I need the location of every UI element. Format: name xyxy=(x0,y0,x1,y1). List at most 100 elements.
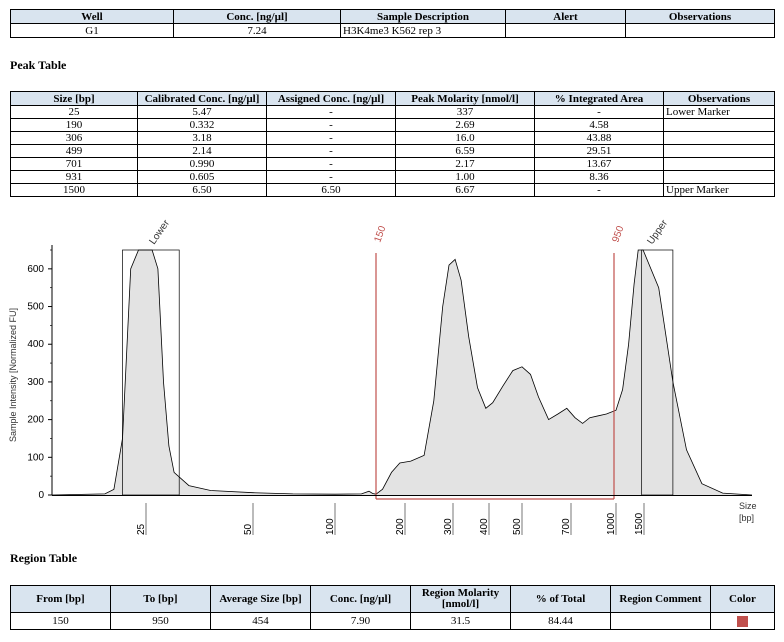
trace-line xyxy=(51,249,753,496)
peak-table-cell: 701 xyxy=(10,157,138,171)
peak-table-body: 25 5.47-337- Lower Marker 190 0.332-2.69 4.58… xyxy=(10,105,775,197)
x-tick-label: 400 xyxy=(479,518,490,535)
peak-table-row: 25 5.47-337- Lower Marker xyxy=(10,105,775,119)
peak-table-cell: Lower Marker xyxy=(663,105,775,119)
peak-table-cell: 6.50 xyxy=(266,183,396,197)
peak-table-cell: 4.58 xyxy=(534,118,664,132)
peak-table-cell: - xyxy=(534,183,664,197)
peak-table-cell: 13.67 xyxy=(534,157,664,171)
well-value: G1 xyxy=(10,23,174,38)
peak-table-cell: 8.36 xyxy=(534,170,664,184)
peak-table-cell: 190 xyxy=(10,118,138,132)
region-color-cell xyxy=(710,612,775,630)
region-percent-total-value: 84.44 xyxy=(510,612,611,630)
peak-table-cell: 6.67 xyxy=(395,183,535,197)
header-region-molarity: Region Molarity [nmol/l] xyxy=(410,585,511,613)
region-table-header: From [bp] To [bp] Average Size [bp] Conc… xyxy=(10,585,775,613)
peak-table-cell: 16.0 xyxy=(395,131,535,145)
header-region-conc: Conc. [ng/µl] xyxy=(310,585,411,613)
peak-table-cell: - xyxy=(266,131,396,145)
conc-value: 7.24 xyxy=(173,23,341,38)
observations-value xyxy=(625,23,775,38)
peak-table-cell xyxy=(663,131,775,145)
well-table: Well Conc. [ng/µl] Sample Description Al… xyxy=(10,9,775,38)
region-from-value: 150 xyxy=(10,612,111,630)
peak-table-cell: 0.605 xyxy=(137,170,267,184)
header-to: To [bp] xyxy=(110,585,211,613)
header-from: From [bp] xyxy=(10,585,111,613)
peak-table-cell xyxy=(663,157,775,171)
header-integrated-area: % Integrated Area xyxy=(534,91,664,106)
peak-table-cell xyxy=(663,170,775,184)
peak-table-cell: 6.50 xyxy=(137,183,267,197)
peak-table-cell: 2.14 xyxy=(137,144,267,158)
peak-table-title: Peak Table xyxy=(10,58,67,72)
peak-table-cell: - xyxy=(266,105,396,119)
header-assigned-conc: Assigned Conc. [ng/µl] xyxy=(266,91,396,106)
y-tick-label: 600 xyxy=(27,264,44,275)
x-tick-label: 1000 xyxy=(606,512,617,535)
peak-table-header: Size [bp] Calibrated Conc. [ng/µl] Assig… xyxy=(10,91,775,106)
peak-table-row: 190 0.332-2.69 4.58 xyxy=(10,118,775,132)
peak-table-row: 931 0.605-1.00 8.36 xyxy=(10,170,775,184)
peak-table-cell: 931 xyxy=(10,170,138,184)
y-tick-label: 100 xyxy=(27,452,44,463)
marker-label: Lower xyxy=(147,218,172,247)
header-conc: Conc. [ng/µl] xyxy=(173,9,341,24)
region-average-size-value: 454 xyxy=(210,612,311,630)
header-alert: Alert xyxy=(505,9,626,24)
header-percent-total: % of Total xyxy=(510,585,611,613)
region-molarity-value: 31.5 xyxy=(410,612,511,630)
alert-value xyxy=(505,23,626,38)
peak-table-cell: 43.88 xyxy=(534,131,664,145)
header-well: Well xyxy=(10,9,174,24)
header-observations: Observations xyxy=(625,9,775,24)
x-tick-label: 300 xyxy=(443,518,454,535)
peak-table-cell: 1.00 xyxy=(395,170,535,184)
peak-table-cell: - xyxy=(266,170,396,184)
well-table-header: Well Conc. [ng/µl] Sample Description Al… xyxy=(10,9,775,24)
peak-table-cell: 499 xyxy=(10,144,138,158)
electropherogram-chart: Lower Upper 150 950 0 100 200 300 400 500 600 Sampl… xyxy=(8,218,757,535)
header-peak-observations: Observations xyxy=(663,91,775,106)
peak-table-cell: 1500 xyxy=(10,183,138,197)
region-to-value: 950 xyxy=(110,612,211,630)
peak-table: Size [bp] Calibrated Conc. [ng/µl] Assig… xyxy=(10,91,775,197)
x-tick-label: 500 xyxy=(512,518,523,535)
header-sample-description: Sample Description xyxy=(340,9,506,24)
peak-table-cell: - xyxy=(266,157,396,171)
well-table-row: G1 7.24 H3K4me3 K562 rep 3 xyxy=(10,23,775,38)
peak-table-cell: - xyxy=(266,144,396,158)
peak-table-cell: 337 xyxy=(395,105,535,119)
header-peak-molarity: Peak Molarity [nmol/l] xyxy=(395,91,535,106)
header-size: Size [bp] xyxy=(10,91,138,106)
header-region-comment: Region Comment xyxy=(610,585,711,613)
y-tick-label: 300 xyxy=(27,377,44,388)
peak-table-cell: 0.332 xyxy=(137,118,267,132)
peak-table-cell: 3.18 xyxy=(137,131,267,145)
sample-description-value: H3K4me3 K562 rep 3 xyxy=(340,23,506,38)
x-tick-label: 100 xyxy=(325,518,336,535)
header-calibrated-conc: Calibrated Conc. [ng/µl] xyxy=(137,91,267,106)
x-axis-label: [bp] xyxy=(739,513,754,523)
y-tick-label: 0 xyxy=(38,490,44,501)
x-tick-label: 200 xyxy=(395,518,406,535)
peak-table-cell: 25 xyxy=(10,105,138,119)
peak-table-cell: 6.59 xyxy=(395,144,535,158)
y-axis-label: Sample Intensity [Normalized FU] xyxy=(8,308,18,442)
peak-table-cell xyxy=(663,144,775,158)
y-tick-label: 200 xyxy=(27,415,44,426)
y-tick-label: 500 xyxy=(27,302,44,313)
x-axis-label: Size xyxy=(739,501,757,511)
region-color-swatch xyxy=(737,615,748,627)
peak-table-cell xyxy=(663,118,775,132)
peak-table-cell: 2.17 xyxy=(395,157,535,171)
header-color: Color xyxy=(710,585,775,613)
marker-label: Upper xyxy=(645,218,670,247)
region-table: From [bp] To [bp] Average Size [bp] Conc… xyxy=(10,585,775,630)
x-tick-label: 25 xyxy=(136,523,147,535)
peak-table-row: 306 3.18-16.0 43.88 xyxy=(10,131,775,145)
header-average-size: Average Size [bp] xyxy=(210,585,311,613)
peak-table-cell: 0.990 xyxy=(137,157,267,171)
peak-table-row: 1500 6.50 6.50 6.67- Upper Marker xyxy=(10,183,775,197)
